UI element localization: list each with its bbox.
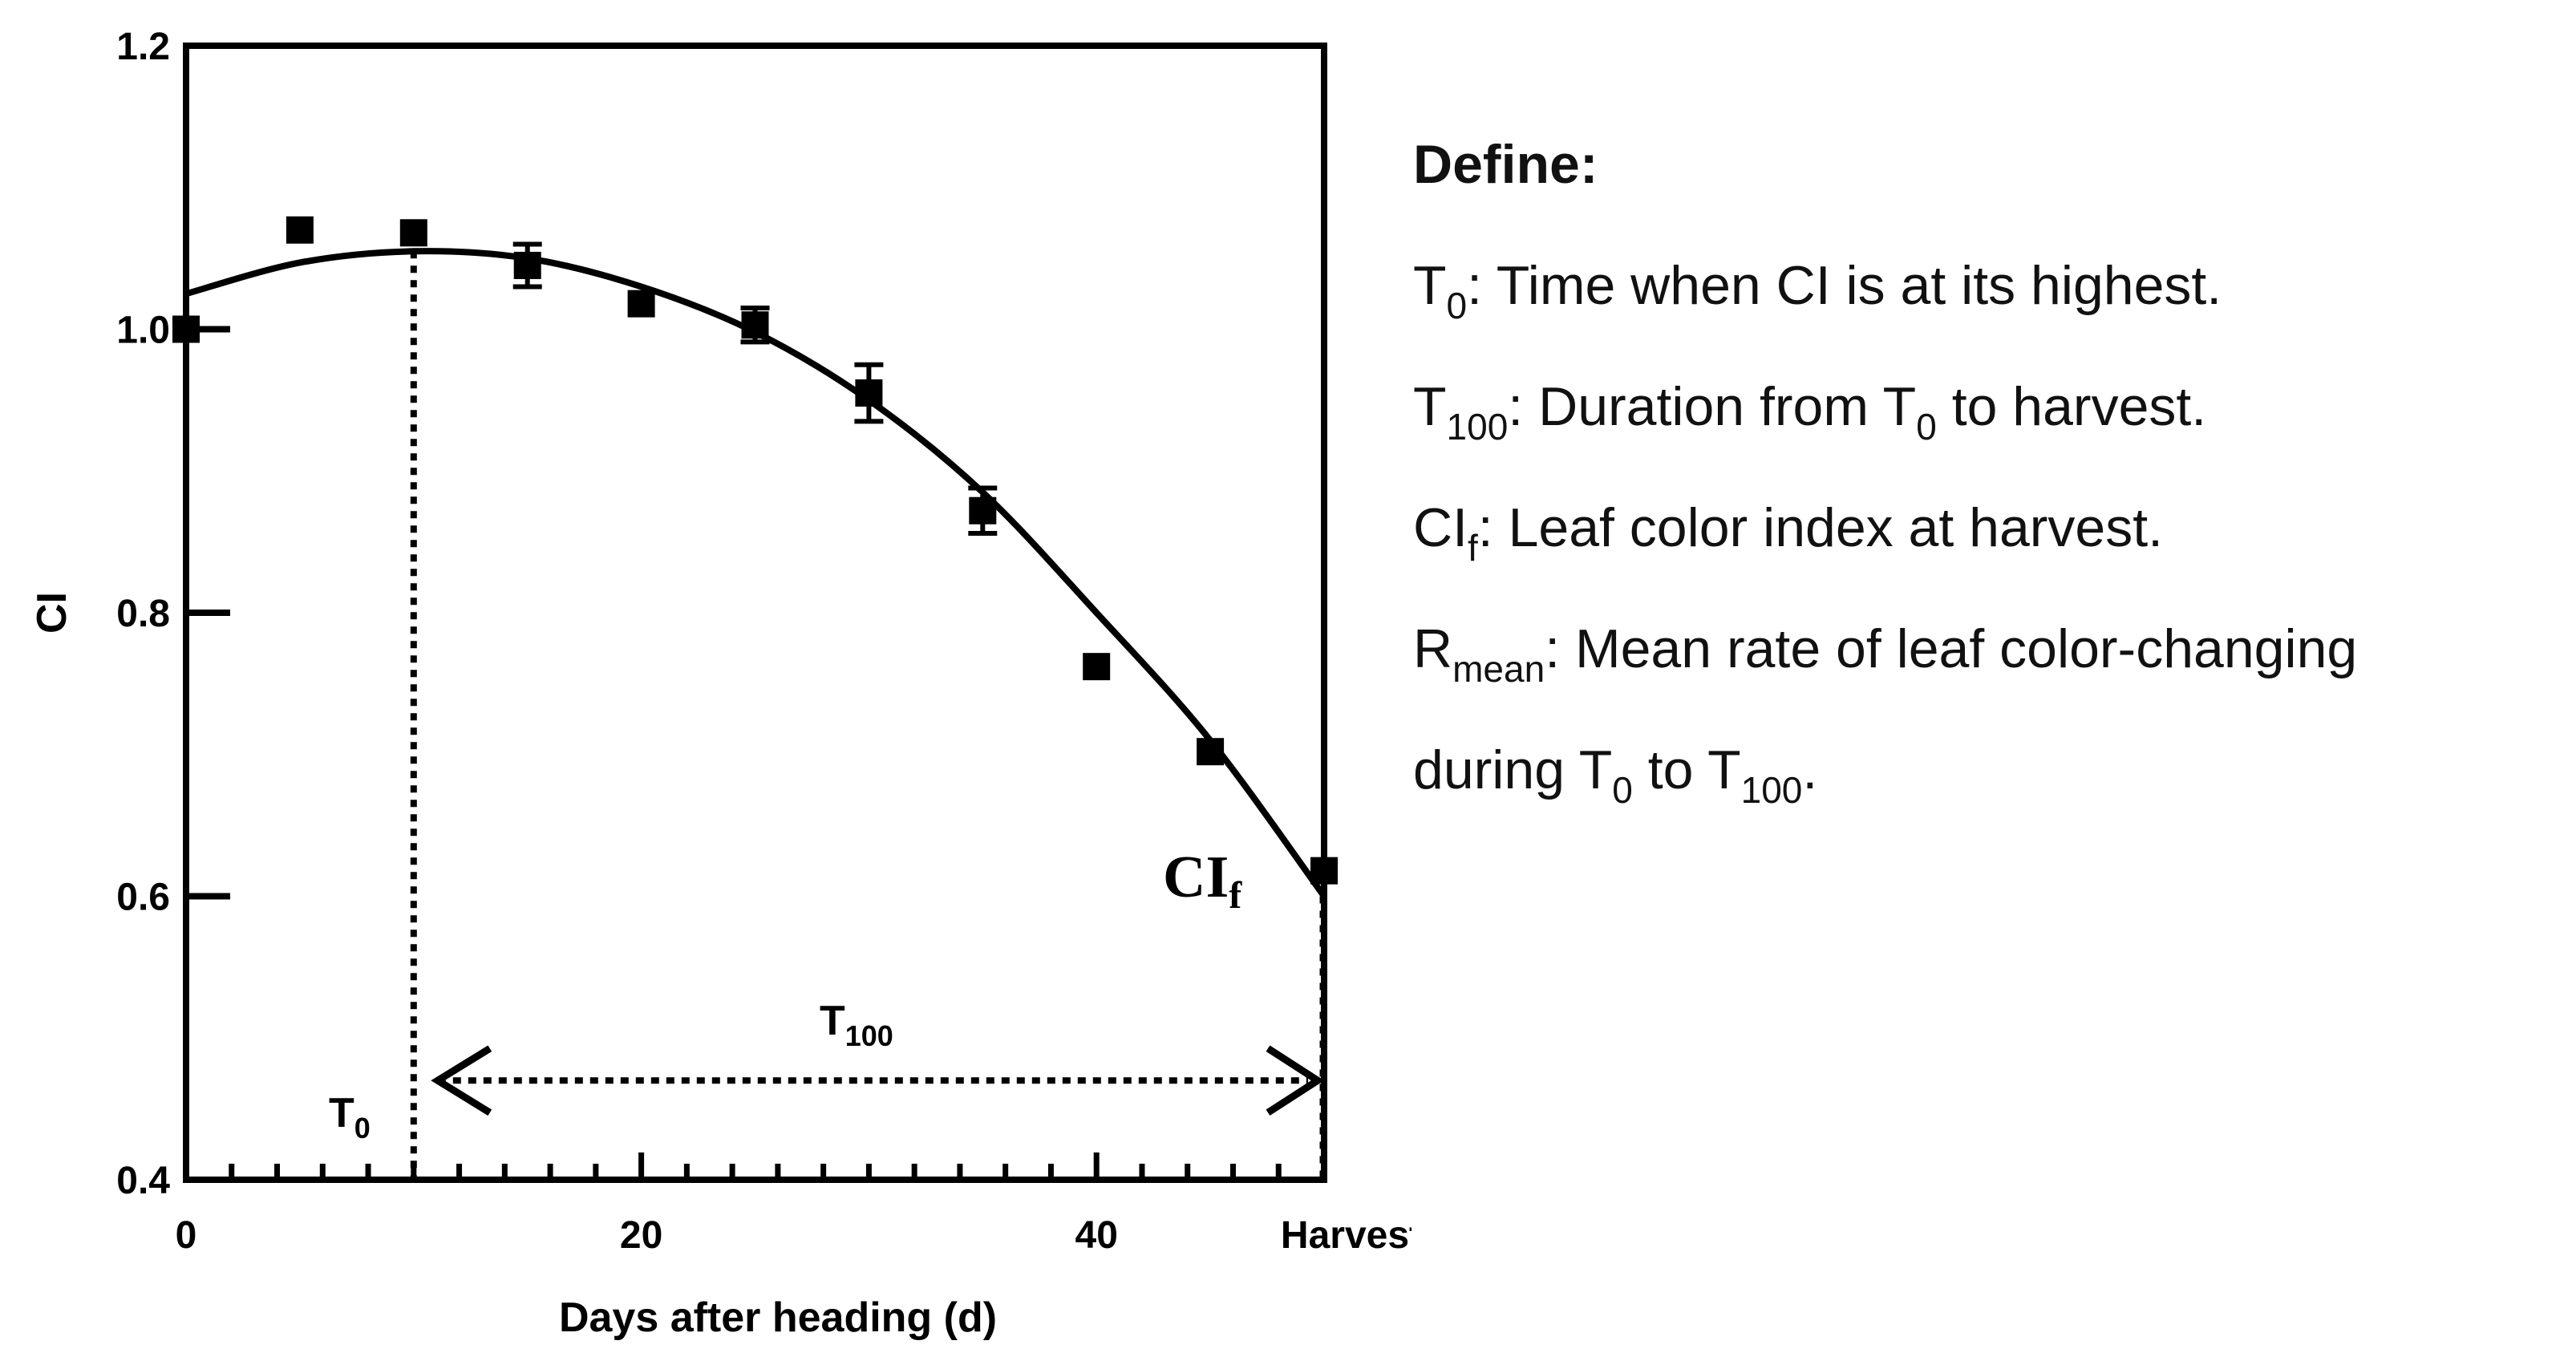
t0-label: T0	[329, 1090, 371, 1144]
definition-t100: T100: Duration from T0 to harvest.	[1413, 346, 2357, 468]
data-point	[1197, 738, 1225, 766]
x-tick-label: Harvest time	[1281, 1214, 1412, 1257]
data-point	[741, 311, 769, 339]
sub: 0	[1612, 769, 1633, 811]
text: : Leaf color index at harvest.	[1477, 497, 2164, 558]
text: .	[1802, 739, 1818, 800]
ci-chart: 0 20 40 Harvest time 0.4 0.6 0.8 1.0 1.2 Days aft…	[29, 26, 1412, 1341]
sub: 0	[1916, 406, 1937, 448]
sub: 0	[1446, 285, 1468, 326]
y-tick-label: 1.2	[116, 26, 170, 68]
sym: CI	[1413, 497, 1468, 558]
data-point	[399, 219, 427, 247]
sub: mean	[1452, 648, 1545, 690]
fitted-curve	[184, 248, 1327, 898]
data-point	[1083, 653, 1111, 681]
data-point	[172, 315, 200, 343]
definition-rmean-cont: during T0 to T100.	[1413, 710, 2357, 831]
plot-frame	[183, 43, 1327, 1183]
sym: T	[1413, 255, 1447, 316]
text: : Duration from T	[1508, 376, 1917, 437]
data-point	[627, 290, 655, 318]
text: : Time when CI is at its highest.	[1467, 255, 2222, 316]
text: to T	[1632, 739, 1741, 800]
text: to harvest.	[1936, 376, 2207, 437]
x-tick-label: 0	[176, 1214, 197, 1257]
definition-t0: T0: Time when CI is at its highest.	[1413, 225, 2357, 346]
arrow-left-icon	[431, 1045, 492, 1116]
definitions-panel: Define: T0: Time when CI is at its highe…	[1413, 104, 2357, 831]
text: during T	[1413, 739, 1613, 800]
y-tick-label: 0.4	[116, 1160, 170, 1202]
sym: R	[1413, 618, 1453, 679]
x-tick-label: 20	[620, 1214, 662, 1257]
sub: 100	[1740, 769, 1803, 811]
definition-rmean: Rmean: Mean rate of leaf color-changing	[1413, 589, 2357, 710]
text: : Mean rate of leaf color-changing	[1545, 618, 2358, 679]
arrow-right-icon	[1266, 1045, 1325, 1116]
sub: f	[1468, 527, 1478, 569]
t100-label: T100	[820, 998, 893, 1052]
definitions-title: Define:	[1413, 134, 1598, 195]
y-tick-label: 1.0	[116, 310, 170, 352]
y-tick-label: 0.6	[116, 877, 170, 919]
cif-label: CIf	[1163, 845, 1242, 917]
data-point	[513, 251, 541, 279]
data-point	[969, 496, 997, 525]
x-axis-label: Days after heading (d)	[559, 1294, 997, 1341]
sub: 100	[1446, 406, 1509, 448]
data-point	[1310, 857, 1338, 885]
x-tick-label: 40	[1075, 1214, 1118, 1257]
y-tick-label: 0.8	[116, 593, 170, 635]
data-point	[286, 216, 314, 244]
data-point	[855, 379, 883, 407]
definition-cif: CIf: Leaf color index at harvest.	[1413, 468, 2357, 589]
sym: T	[1413, 376, 1447, 437]
y-axis-label: CI	[29, 592, 75, 634]
